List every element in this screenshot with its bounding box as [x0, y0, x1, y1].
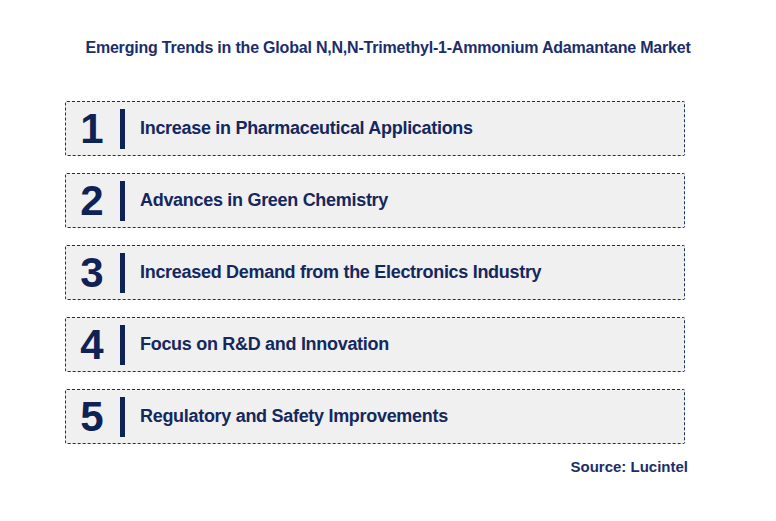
trend-list: 1 Increase in Pharmaceutical Application…: [65, 101, 685, 461]
trend-row-3: 3 Increased Demand from the Electronics …: [65, 245, 685, 300]
trend-number: 2: [66, 180, 118, 222]
trend-number: 4: [66, 324, 118, 366]
vertical-bar-divider: [120, 253, 125, 293]
trend-label: Increased Demand from the Electronics In…: [140, 262, 541, 283]
trend-number: 3: [66, 252, 118, 294]
vertical-bar-divider: [120, 397, 125, 437]
trend-label: Focus on R&D and Innovation: [140, 334, 389, 355]
trend-label: Increase in Pharmaceutical Applications: [140, 118, 473, 139]
trend-label: Advances in Green Chemistry: [140, 190, 388, 211]
source-attribution: Source: Lucintel: [0, 458, 688, 475]
trend-row-2: 2 Advances in Green Chemistry: [65, 173, 685, 228]
vertical-bar-divider: [120, 325, 125, 365]
vertical-bar-divider: [120, 109, 125, 149]
page-title: Emerging Trends in the Global N,N,N-Trim…: [20, 38, 756, 58]
trend-row-4: 4 Focus on R&D and Innovation: [65, 317, 685, 372]
trend-number: 1: [66, 108, 118, 150]
trend-row-5: 5 Regulatory and Safety Improvements: [65, 389, 685, 444]
trend-row-1: 1 Increase in Pharmaceutical Application…: [65, 101, 685, 156]
trend-label: Regulatory and Safety Improvements: [140, 406, 448, 427]
vertical-bar-divider: [120, 181, 125, 221]
trend-number: 5: [66, 396, 118, 438]
